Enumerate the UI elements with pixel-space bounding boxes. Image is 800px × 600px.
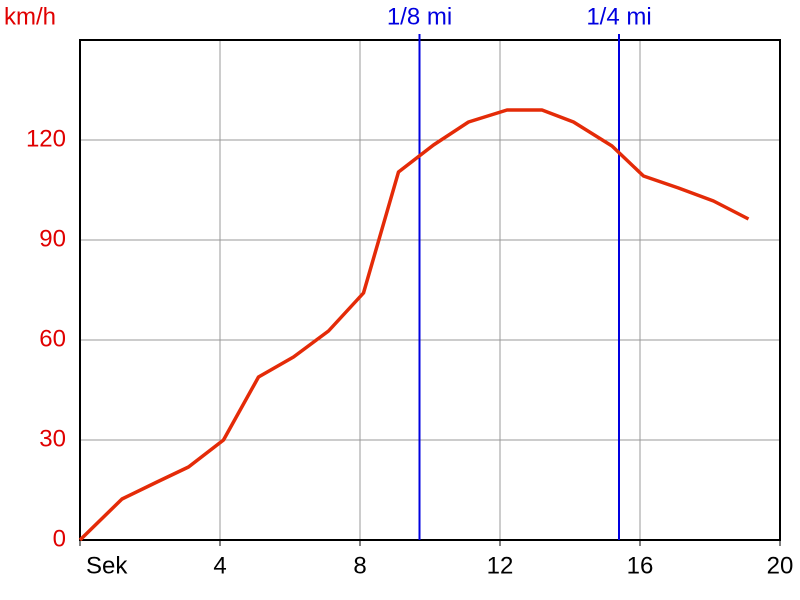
x-tick-label: 8 [353, 552, 366, 579]
x-tick-label: 16 [627, 552, 654, 579]
y-tick-label: 90 [39, 225, 66, 252]
y-axis-label: km/h [4, 3, 56, 30]
x-tick-label: 4 [213, 552, 226, 579]
x-tick-label: 12 [487, 552, 514, 579]
y-tick-label: 30 [39, 425, 66, 452]
y-tick-label: 0 [53, 525, 66, 552]
speed-line [78, 108, 750, 542]
distance-marker-label: 1/8 mi [387, 3, 452, 30]
plot-frame [79, 39, 781, 541]
x-tick-label: Sek [86, 552, 128, 579]
y-tick-label: 120 [26, 125, 66, 152]
x-tick-label: 20 [767, 552, 794, 579]
distance-marker-label: 1/4 mi [586, 3, 651, 30]
y-tick-label: 60 [39, 325, 66, 352]
